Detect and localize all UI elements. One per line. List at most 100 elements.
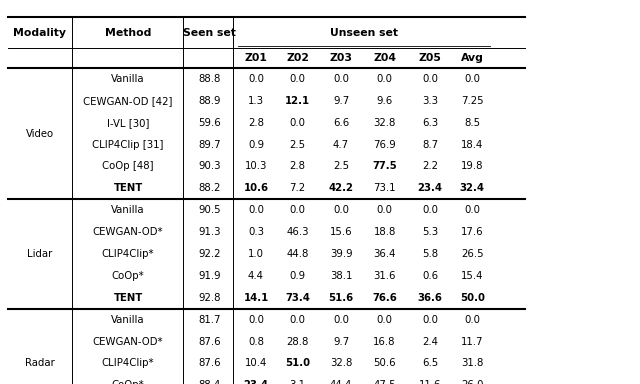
Text: Lidar: Lidar bbox=[27, 249, 52, 259]
Text: I-VL [30]: I-VL [30] bbox=[107, 118, 149, 128]
Text: CoOp*: CoOp* bbox=[111, 271, 145, 281]
Text: 88.9: 88.9 bbox=[198, 96, 221, 106]
Text: 1.0: 1.0 bbox=[248, 249, 264, 259]
Text: 6.3: 6.3 bbox=[422, 118, 438, 128]
Text: 18.8: 18.8 bbox=[374, 227, 396, 237]
Text: 26.0: 26.0 bbox=[461, 380, 484, 384]
Text: Modality: Modality bbox=[13, 28, 66, 38]
Text: 6.6: 6.6 bbox=[333, 118, 349, 128]
Text: 76.9: 76.9 bbox=[373, 139, 396, 150]
Text: CLIP4Clip*: CLIP4Clip* bbox=[102, 358, 154, 369]
Text: 0.9: 0.9 bbox=[248, 139, 264, 150]
Text: 10.4: 10.4 bbox=[245, 358, 267, 369]
Text: CoOp*: CoOp* bbox=[111, 380, 145, 384]
Text: 51.6: 51.6 bbox=[328, 293, 354, 303]
Text: 0.0: 0.0 bbox=[465, 205, 480, 215]
Text: Seen set: Seen set bbox=[183, 28, 236, 38]
Text: 2.5: 2.5 bbox=[333, 161, 349, 172]
Text: CLIP4Clip [31]: CLIP4Clip [31] bbox=[92, 139, 164, 150]
Text: 36.4: 36.4 bbox=[373, 249, 396, 259]
Text: 10.6: 10.6 bbox=[243, 183, 269, 194]
Text: 91.3: 91.3 bbox=[198, 227, 221, 237]
Text: 50.0: 50.0 bbox=[460, 293, 485, 303]
Text: 42.2: 42.2 bbox=[328, 183, 354, 194]
Text: Avg: Avg bbox=[461, 53, 484, 63]
Text: 0.0: 0.0 bbox=[290, 118, 306, 128]
Text: 12.1: 12.1 bbox=[285, 96, 310, 106]
Text: Method: Method bbox=[105, 28, 151, 38]
Text: 0.0: 0.0 bbox=[248, 314, 264, 325]
Text: 0.0: 0.0 bbox=[248, 74, 264, 84]
Text: 87.6: 87.6 bbox=[198, 358, 221, 369]
Text: CEWGAN-OD*: CEWGAN-OD* bbox=[93, 227, 163, 237]
Text: 2.2: 2.2 bbox=[422, 161, 438, 172]
Text: 76.6: 76.6 bbox=[372, 293, 397, 303]
Text: 0.0: 0.0 bbox=[333, 314, 349, 325]
Text: TENT: TENT bbox=[113, 293, 143, 303]
Text: Video: Video bbox=[26, 129, 54, 139]
Text: 32.8: 32.8 bbox=[374, 118, 396, 128]
Text: 38.1: 38.1 bbox=[330, 271, 352, 281]
Text: 11.7: 11.7 bbox=[461, 336, 484, 347]
Text: 44.8: 44.8 bbox=[287, 249, 308, 259]
Text: 8.5: 8.5 bbox=[464, 118, 481, 128]
Text: 0.3: 0.3 bbox=[248, 227, 264, 237]
Text: 1.3: 1.3 bbox=[248, 96, 264, 106]
Text: 81.7: 81.7 bbox=[198, 314, 221, 325]
Text: 0.9: 0.9 bbox=[289, 271, 306, 281]
Text: 44.4: 44.4 bbox=[330, 380, 352, 384]
Text: 0.0: 0.0 bbox=[465, 74, 480, 84]
Text: 3.3: 3.3 bbox=[422, 96, 438, 106]
Text: 47.5: 47.5 bbox=[373, 380, 396, 384]
Text: 50.6: 50.6 bbox=[373, 358, 396, 369]
Text: 0.8: 0.8 bbox=[248, 336, 264, 347]
Text: 91.9: 91.9 bbox=[198, 271, 221, 281]
Text: 36.6: 36.6 bbox=[418, 293, 442, 303]
Text: 7.2: 7.2 bbox=[289, 183, 306, 194]
Text: 4.4: 4.4 bbox=[248, 271, 264, 281]
Text: CLIP4Clip*: CLIP4Clip* bbox=[102, 249, 154, 259]
Text: 73.1: 73.1 bbox=[373, 183, 396, 194]
Text: 15.6: 15.6 bbox=[330, 227, 353, 237]
Text: 28.8: 28.8 bbox=[287, 336, 308, 347]
Text: Z03: Z03 bbox=[330, 53, 353, 63]
Text: 0.0: 0.0 bbox=[333, 74, 349, 84]
Text: 46.3: 46.3 bbox=[286, 227, 309, 237]
Text: 0.0: 0.0 bbox=[376, 205, 393, 215]
Text: 2.4: 2.4 bbox=[422, 336, 438, 347]
Text: 10.3: 10.3 bbox=[245, 161, 267, 172]
Text: 9.6: 9.6 bbox=[376, 96, 393, 106]
Text: 15.4: 15.4 bbox=[461, 271, 484, 281]
Text: Z05: Z05 bbox=[419, 53, 442, 63]
Text: Vanilla: Vanilla bbox=[111, 205, 145, 215]
Text: 73.4: 73.4 bbox=[285, 293, 310, 303]
Text: TENT: TENT bbox=[113, 183, 143, 194]
Text: 2.8: 2.8 bbox=[248, 118, 264, 128]
Text: 8.7: 8.7 bbox=[422, 139, 438, 150]
Text: Unseen set: Unseen set bbox=[330, 28, 398, 38]
Text: 9.7: 9.7 bbox=[333, 336, 349, 347]
Text: 32.4: 32.4 bbox=[460, 183, 485, 194]
Text: 92.2: 92.2 bbox=[198, 249, 221, 259]
Text: 31.8: 31.8 bbox=[461, 358, 483, 369]
Text: Vanilla: Vanilla bbox=[111, 74, 145, 84]
Text: 3.1: 3.1 bbox=[290, 380, 306, 384]
Text: 0.0: 0.0 bbox=[248, 205, 264, 215]
Text: 88.4: 88.4 bbox=[198, 380, 220, 384]
Text: 5.3: 5.3 bbox=[422, 227, 438, 237]
Text: 0.0: 0.0 bbox=[333, 205, 349, 215]
Text: 0.0: 0.0 bbox=[376, 314, 393, 325]
Text: 17.6: 17.6 bbox=[461, 227, 484, 237]
Text: CEWGAN-OD*: CEWGAN-OD* bbox=[93, 336, 163, 347]
Text: 16.8: 16.8 bbox=[373, 336, 396, 347]
Text: 2.8: 2.8 bbox=[290, 161, 306, 172]
Text: Radar: Radar bbox=[25, 358, 54, 369]
Text: 23.4: 23.4 bbox=[243, 380, 269, 384]
Text: 51.0: 51.0 bbox=[285, 358, 310, 369]
Text: 5.8: 5.8 bbox=[422, 249, 438, 259]
Text: 77.5: 77.5 bbox=[372, 161, 397, 172]
Text: 90.5: 90.5 bbox=[198, 205, 221, 215]
Text: 6.5: 6.5 bbox=[422, 358, 438, 369]
Text: 7.25: 7.25 bbox=[461, 96, 484, 106]
Text: Z04: Z04 bbox=[373, 53, 396, 63]
